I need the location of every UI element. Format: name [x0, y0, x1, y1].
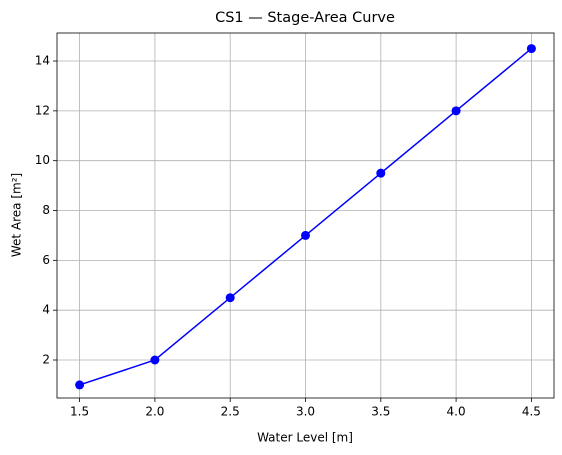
y-tick-label: 4 — [42, 303, 50, 317]
y-tick-label: 14 — [35, 54, 50, 68]
y-tick-label: 2 — [42, 353, 50, 367]
x-tick-label: 2.5 — [221, 405, 240, 419]
x-tick-label: 3.0 — [296, 405, 315, 419]
marker — [376, 168, 386, 178]
marker — [150, 355, 160, 365]
x-tick-label: 4.0 — [447, 405, 466, 419]
marker — [451, 106, 461, 116]
plot-frame — [56, 32, 555, 399]
marker — [301, 230, 310, 240]
x-tick-label: 1.5 — [70, 405, 89, 419]
marker — [225, 293, 235, 303]
marker — [75, 380, 85, 390]
chart-title: CS1 — Stage-Area Curve — [215, 10, 395, 26]
x-tick-label: 2.0 — [145, 405, 164, 419]
y-axis-label: Wet Area [m²] — [10, 173, 24, 257]
x-tick-label: 3.5 — [371, 405, 390, 419]
marker — [526, 44, 536, 54]
x-axis-label: Water Level [m] — [257, 431, 353, 445]
x-tick-label: 4.5 — [522, 405, 541, 419]
y-tick-label: 12 — [35, 103, 50, 117]
y-tick-label: 10 — [35, 153, 50, 167]
y-tick-label: 6 — [42, 253, 50, 267]
y-tick-label: 8 — [42, 203, 50, 217]
